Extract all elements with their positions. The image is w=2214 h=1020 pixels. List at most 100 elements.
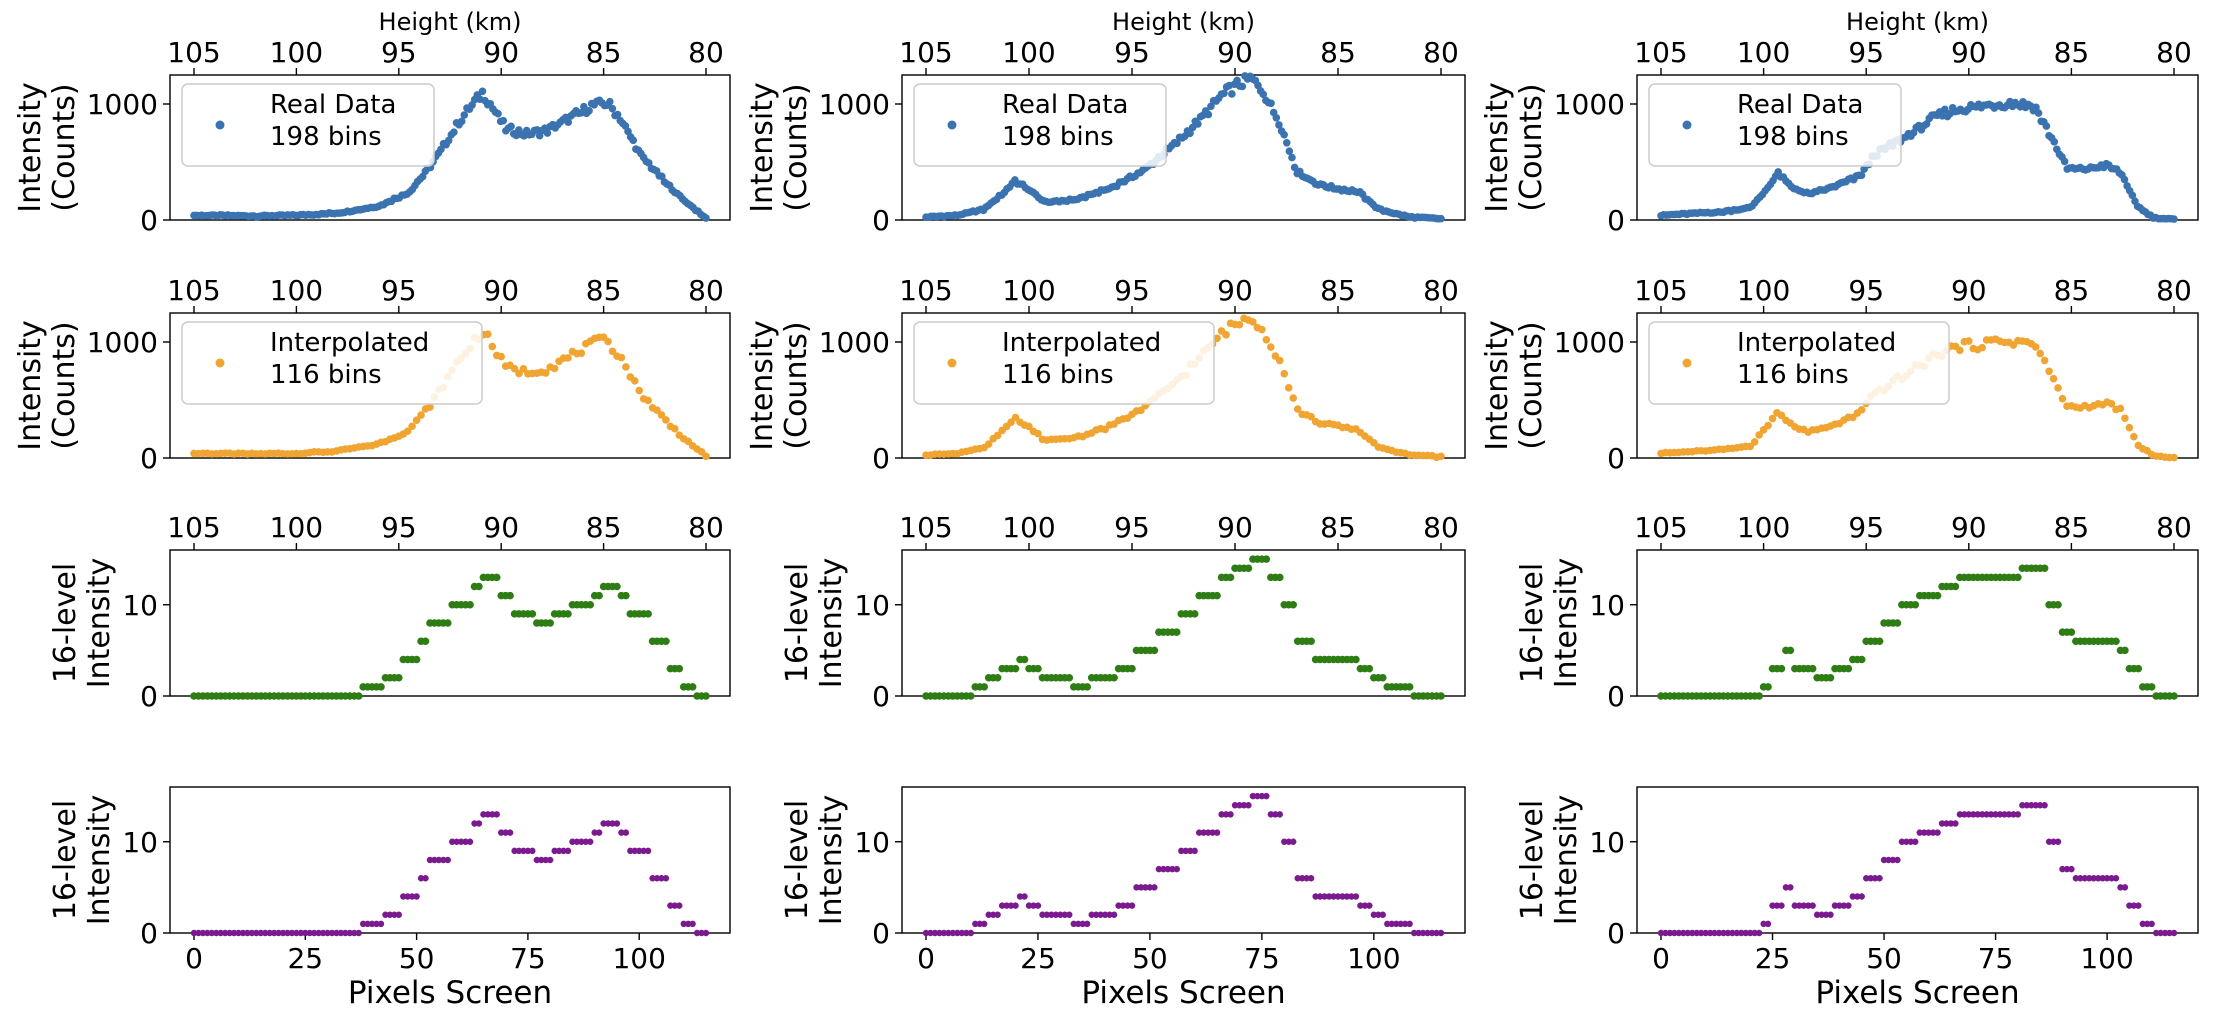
top-tick-label: 85	[586, 36, 622, 69]
data-point	[1406, 920, 1413, 928]
data-point	[342, 929, 349, 937]
data-point	[1907, 838, 1915, 845]
data-point	[2161, 929, 2169, 937]
data-point	[2042, 122, 2051, 130]
legend-label-line1: Real Data	[1737, 90, 1863, 120]
data-point	[480, 811, 487, 818]
data-point	[1267, 811, 1275, 818]
data-point	[457, 117, 466, 126]
y-axis-label-line1: Intensity	[745, 82, 780, 213]
data-point	[2170, 929, 2178, 937]
data-point	[1424, 929, 1431, 937]
data-point	[631, 847, 638, 855]
data-point	[653, 406, 661, 414]
data-point	[1755, 692, 1763, 700]
data-point	[1742, 929, 1749, 937]
data-point	[1151, 884, 1158, 891]
data-point	[1263, 792, 1270, 800]
data-point	[311, 929, 318, 937]
data-point	[1173, 865, 1180, 873]
legend-box	[1648, 321, 1950, 405]
data-point	[550, 364, 559, 373]
top-tick-label: 105	[1634, 36, 1687, 69]
top-tick-label: 105	[1634, 274, 1687, 307]
data-point	[546, 856, 554, 864]
data-point	[622, 363, 630, 371]
data-point	[1750, 438, 1759, 446]
data-point	[542, 856, 549, 864]
data-point	[676, 902, 683, 909]
data-point	[2040, 356, 2049, 365]
top-tick-label: 85	[586, 274, 622, 307]
data-point	[279, 929, 287, 937]
data-point	[2094, 875, 2102, 882]
y-tick-label: 0	[872, 917, 890, 950]
data-point	[466, 838, 474, 845]
data-point	[546, 619, 554, 627]
data-point	[1312, 893, 1319, 900]
data-point	[417, 411, 425, 419]
top-tick-label: 85	[586, 511, 622, 544]
top-tick-label: 95	[1114, 36, 1150, 69]
data-point	[2058, 394, 2067, 403]
data-point	[2054, 838, 2062, 845]
data-point	[1773, 902, 1781, 909]
data-point	[1956, 811, 1964, 818]
data-point	[1401, 920, 1409, 928]
top-tick-label: 90	[1951, 36, 1987, 69]
top-tick-label: 85	[2054, 511, 2090, 544]
axes-frame	[901, 312, 1466, 459]
top-tick-label: 105	[167, 36, 220, 69]
data-point	[1226, 573, 1235, 582]
data-point	[364, 920, 371, 928]
data-point	[190, 929, 198, 937]
data-point	[967, 929, 974, 937]
y-axis-label-line1: 16-level	[1515, 800, 1550, 920]
data-point	[444, 856, 451, 864]
data-point	[980, 683, 989, 691]
data-point	[2099, 875, 2106, 882]
data-point	[1666, 929, 1674, 937]
data-point	[1437, 929, 1445, 937]
data-point	[1289, 394, 1298, 402]
data-point	[662, 875, 670, 882]
top-tick-label: 80	[1423, 274, 1459, 307]
data-point	[1697, 929, 1705, 937]
data-point	[515, 847, 523, 855]
data-point	[640, 847, 647, 855]
data-point	[2063, 865, 2071, 873]
top-tick-label: 105	[167, 511, 220, 544]
data-point	[2130, 432, 2138, 441]
data-point	[471, 820, 478, 827]
y-tick-label: 10	[1589, 826, 1625, 859]
data-point	[1747, 929, 1754, 937]
data-point	[1186, 129, 1194, 138]
data-point	[462, 838, 469, 845]
data-point	[1889, 856, 1897, 864]
data-point	[1195, 829, 1203, 836]
data-point	[1343, 893, 1351, 900]
data-point	[688, 683, 697, 691]
data-point	[2090, 875, 2097, 882]
bottom-tick-label: 50	[1866, 942, 1902, 975]
top-tick-label: 105	[899, 274, 952, 307]
top-tick-label: 95	[381, 511, 417, 544]
data-point	[478, 87, 487, 96]
data-point	[2108, 875, 2115, 882]
data-point	[604, 337, 612, 346]
bottom-tick-label: 25	[1020, 942, 1056, 975]
data-point	[609, 820, 616, 827]
data-point	[2077, 875, 2084, 882]
data-point	[636, 847, 643, 855]
data-point	[2130, 902, 2138, 909]
data-point	[319, 929, 327, 937]
bottom-tick-label: 100	[612, 942, 665, 975]
bottom-tick-label: 0	[1652, 942, 1670, 975]
data-point	[981, 920, 988, 928]
data-point	[585, 107, 593, 115]
data-point	[954, 929, 961, 937]
data-point	[1348, 893, 1355, 900]
data-point	[226, 929, 233, 937]
data-point	[1662, 929, 1669, 937]
data-point	[2059, 865, 2066, 873]
